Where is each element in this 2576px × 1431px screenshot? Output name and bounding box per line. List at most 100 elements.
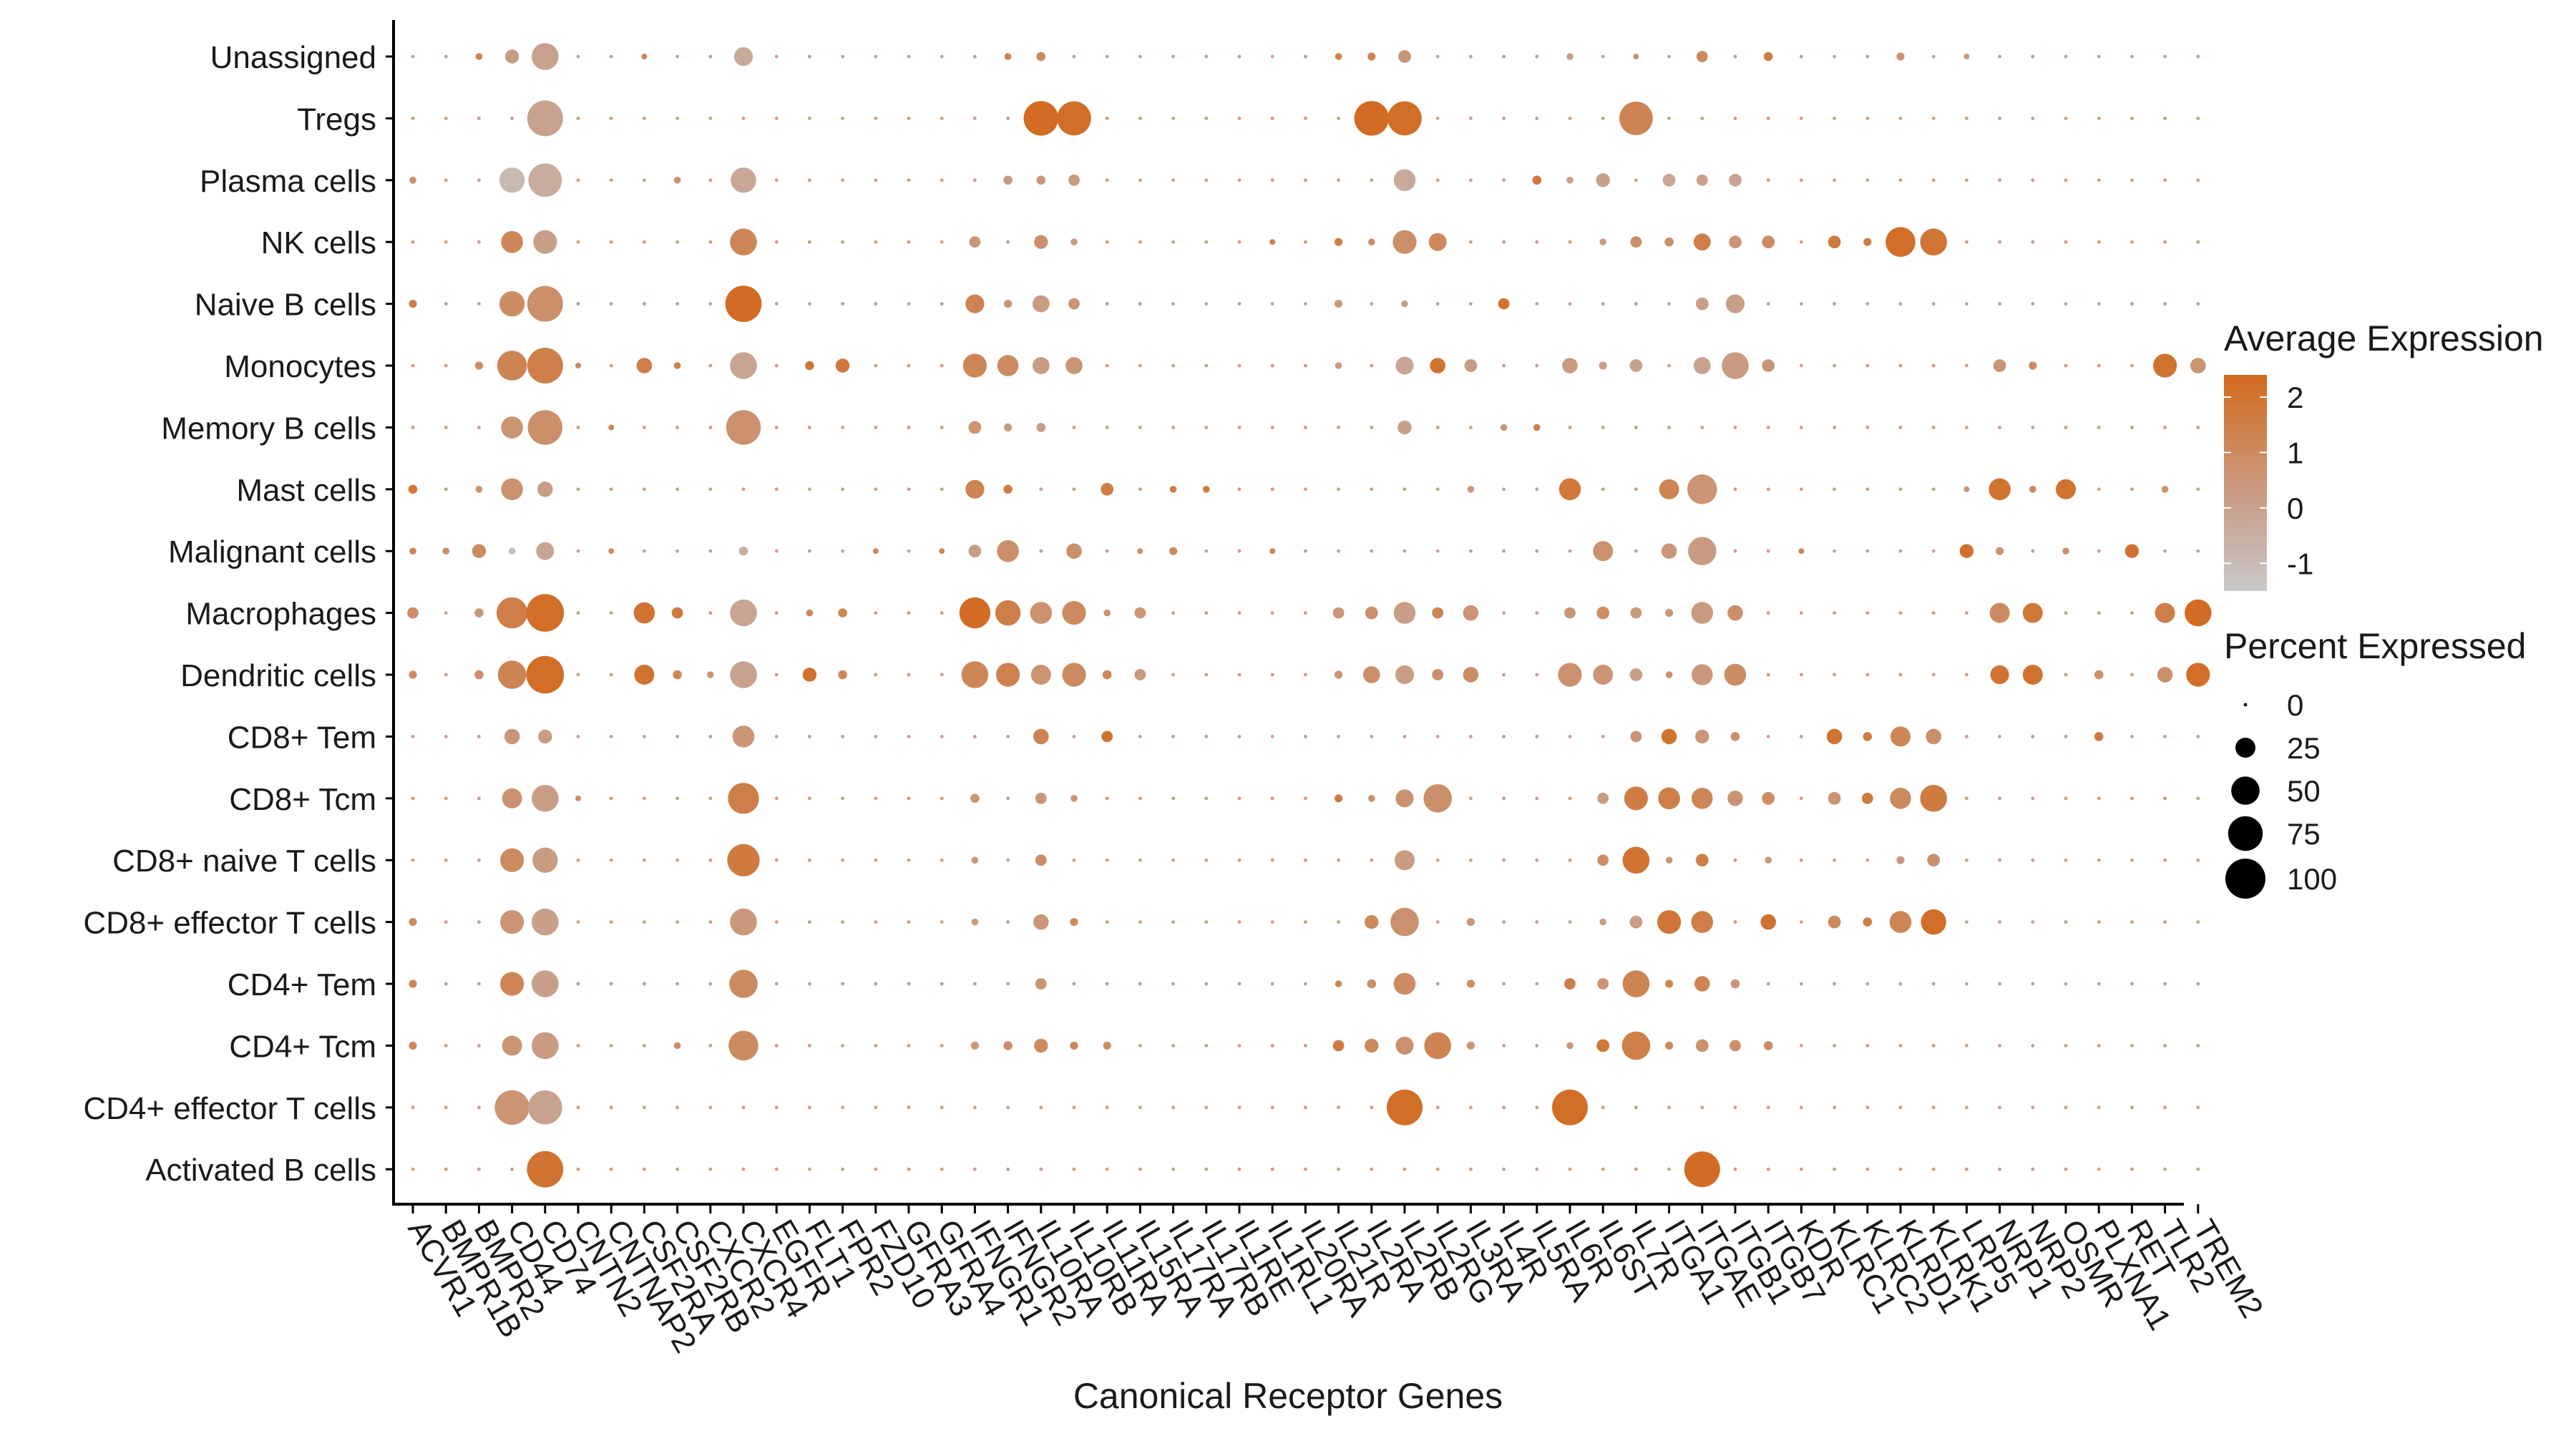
dot-tregs-fpr2: [841, 117, 844, 120]
dot-tregs-il11ra: [1105, 117, 1109, 120]
dot-mast-cells-ifngr1: [965, 479, 985, 499]
dot-cd8plus-tcm-il17ra: [1171, 796, 1175, 801]
dot-cd4plus-tcm-egfr: [774, 1044, 779, 1047]
dot-memory-b-cells-il4r: [1500, 424, 1508, 431]
dot-tregs-kdr: [1800, 117, 1803, 120]
y-tick-label: Malignant cells: [168, 534, 376, 570]
dot-cd8plus-tcm-il6st: [1597, 792, 1609, 804]
dot-plasma-cells-flt1: [808, 178, 811, 182]
dot-plasma-cells-ifngr1: [973, 178, 977, 182]
y-tick-label: Monocytes: [224, 349, 376, 384]
dot-cd4plus-tem-klrk1: [1931, 982, 1936, 986]
dot-nk-cells-il2rb: [1392, 230, 1417, 254]
dot-cd8plus-naive-t-cells-il2rg: [1435, 858, 1440, 862]
dot-malignant-cells-egfr: [774, 549, 779, 553]
dot-malignant-cells-il2rb: [1402, 549, 1407, 553]
dot-activated-b-cells-tlr2: [2163, 1167, 2167, 1171]
dot-plasma-cells-nrp1: [1998, 178, 2002, 182]
dot-dendritic-cells-klrc2: [1865, 673, 1870, 677]
dot-plasma-cells-il1rl1: [1270, 178, 1274, 182]
dot-monocytes-il4r: [1502, 363, 1506, 368]
dot-nk-cells-tlr2: [2163, 240, 2167, 244]
dot-malignant-cells-il17rb: [1204, 549, 1209, 553]
dot-malignant-cells-il2rg: [1435, 549, 1440, 553]
dot-macrophages-itga1: [1665, 609, 1674, 617]
dot-dendritic-cells-il17rb: [1204, 673, 1209, 677]
dot-nk-cells-il2ra: [1368, 238, 1375, 246]
dot-nk-cells-il15ra: [1138, 240, 1142, 244]
dot-unassigned-il3ra: [1469, 54, 1473, 59]
dot-cd8plus-tem-itgae: [1695, 729, 1709, 744]
dot-dendritic-cells-fzd10: [874, 673, 878, 677]
dot-monocytes-trem2: [2190, 358, 2206, 373]
dot-cd8plus-tcm-klrc2: [1861, 792, 1873, 804]
dot-cd4plus-tcm-bmpr1b: [444, 1044, 448, 1047]
size-legend-label: 0: [2287, 688, 2303, 722]
dot-cd8plus-naive-t-cells-il10rb: [1072, 858, 1076, 862]
dot-mast-cells-cntn2: [576, 487, 580, 492]
dot-malignant-cells-csf2rb: [675, 549, 679, 553]
dot-plasma-cells-plxna1: [2097, 178, 2101, 182]
dot-cd8plus-naive-t-cells-cd74: [532, 847, 558, 873]
dot-memory-b-cells-csf2rb: [675, 426, 679, 429]
dot-nk-cells-ret: [2130, 240, 2134, 244]
dot-activated-b-cells-gfra3: [907, 1167, 911, 1171]
dot-cd4plus-tem-kdr: [1800, 982, 1803, 986]
dot-dendritic-cells-klrd1: [1898, 673, 1903, 677]
dot-cd8plus-tcm-bmpr2: [477, 796, 481, 801]
dot-macrophages-nrp2: [2022, 602, 2043, 623]
dot-cd4plus-tem-cd44: [500, 972, 525, 996]
dot-naive-b-cells-il11ra: [1105, 302, 1109, 306]
dot-cd8plus-effector-t-cells-klrd1: [1889, 911, 1912, 933]
dot-activated-b-cells-itga1: [1667, 1167, 1672, 1171]
dot-cd8plus-effector-t-cells-ret: [2130, 920, 2134, 924]
dot-naive-b-cells-il17rb: [1204, 302, 1209, 306]
dot-unassigned-itgb1: [1733, 54, 1737, 59]
dot-malignant-cells-il11ra: [1105, 549, 1109, 553]
dot-cd4plus-tcm-il15ra: [1138, 1044, 1142, 1047]
dot-mast-cells-plxna1: [2097, 487, 2101, 492]
dot-cd8plus-naive-t-cells-il11ra: [1105, 858, 1109, 862]
dot-unassigned-il7r: [1633, 54, 1639, 59]
y-tick-label: Dendritic cells: [180, 658, 376, 693]
dot-macrophages-il3ra: [1463, 605, 1479, 621]
dot-cd4plus-effector-t-cells-osmr: [2064, 1105, 2068, 1110]
dot-plasma-cells-il10ra: [1036, 175, 1046, 185]
dot-cd8plus-tcm-cntn2: [575, 795, 581, 801]
dot-monocytes-lrp5: [1965, 363, 1968, 368]
dot-cd4plus-tem-il3ra: [1466, 980, 1475, 988]
dot-nk-cells-fzd10: [874, 240, 878, 244]
dot-naive-b-cells-il2rb: [1401, 300, 1408, 308]
dot-nk-cells-plxna1: [2097, 240, 2101, 244]
dot-cd4plus-tcm-il10rb: [1070, 1041, 1078, 1050]
dot-cd4plus-tcm-csf2ra: [643, 1044, 646, 1047]
dot-cd8plus-naive-t-cells-ifngr2: [1006, 858, 1010, 862]
dot-macrophages-klrc1: [1833, 611, 1837, 615]
dot-dendritic-cells-ret: [2130, 673, 2134, 677]
dot-monocytes-egfr: [774, 363, 779, 368]
dot-plasma-cells-il10rb: [1068, 174, 1080, 186]
dot-cd8plus-tcm-nrp2: [2031, 796, 2035, 801]
dot-memory-b-cells-ifngr2: [1004, 423, 1013, 432]
dot-cd8plus-naive-t-cells-il4r: [1502, 858, 1506, 862]
dot-cd4plus-effector-t-cells-gfra3: [907, 1105, 911, 1110]
dot-cd8plus-tem-il1re: [1237, 735, 1241, 738]
dot-monocytes-plxna1: [2097, 363, 2101, 368]
dot-cd8plus-tem-plxna1: [2094, 732, 2104, 741]
dot-cd8plus-naive-t-cells-cxcr4: [727, 844, 760, 876]
dot-memory-b-cells-bmpr1b: [444, 426, 448, 429]
dot-cd4plus-tem-ret: [2130, 982, 2134, 986]
dot-mast-cells-tlr2: [2161, 486, 2169, 493]
dot-unassigned-ret: [2130, 54, 2134, 59]
dot-monocytes-klrk1: [1931, 363, 1936, 368]
dot-mast-cells-csf2ra: [643, 487, 646, 492]
dot-nk-cells-gfra4: [940, 240, 944, 244]
dot-macrophages-itgb7: [1766, 611, 1770, 615]
dot-malignant-cells-gfra4: [939, 548, 945, 555]
dot-memory-b-cells-il15ra: [1138, 426, 1142, 429]
dot-cd8plus-tem-il6st: [1601, 735, 1605, 738]
dot-monocytes-csf2ra: [636, 358, 653, 373]
dot-cd8plus-effector-t-cells-itgae: [1691, 911, 1714, 933]
dot-cd4plus-effector-t-cells-itga1: [1667, 1105, 1672, 1110]
dot-cd8plus-tem-il5ra: [1535, 735, 1539, 738]
